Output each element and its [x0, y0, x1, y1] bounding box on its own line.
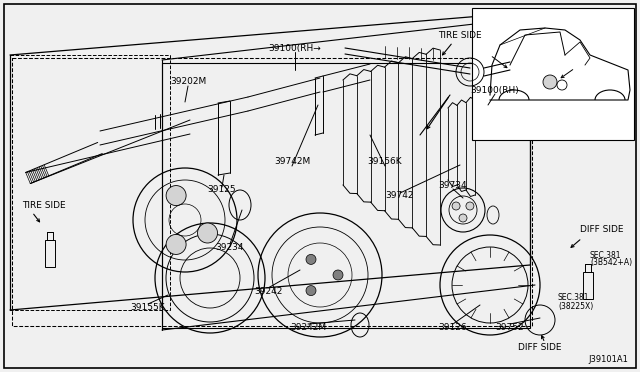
Circle shape [459, 214, 467, 222]
Text: SEC.381: SEC.381 [558, 294, 589, 302]
Circle shape [543, 75, 557, 89]
Text: 39742: 39742 [386, 192, 414, 201]
Text: (38225X): (38225X) [558, 301, 593, 311]
Text: (3B542+A): (3B542+A) [590, 259, 632, 267]
Text: 39752: 39752 [496, 324, 524, 333]
Circle shape [557, 80, 567, 90]
Text: DIFF SIDE: DIFF SIDE [580, 225, 623, 234]
Text: 39234: 39234 [216, 244, 244, 253]
Bar [10, 55, 170, 310]
Bar [12, 58, 532, 326]
Text: 39742M: 39742M [274, 157, 310, 167]
Bar [162, 63, 530, 328]
Text: J39101A1: J39101A1 [588, 356, 628, 365]
Text: 39202M: 39202M [170, 77, 206, 87]
Bar [472, 8, 634, 140]
Text: 39734: 39734 [438, 180, 467, 189]
Circle shape [333, 270, 343, 280]
Circle shape [198, 223, 218, 243]
Text: SEC.381: SEC.381 [590, 250, 621, 260]
Text: 39242: 39242 [254, 288, 282, 296]
Bar [586, 263, 591, 272]
Text: 39125: 39125 [208, 186, 236, 195]
Circle shape [166, 186, 186, 206]
Bar [583, 272, 593, 299]
Bar [45, 240, 55, 267]
Text: 39100(RH→: 39100(RH→ [269, 44, 321, 52]
Text: 39155K: 39155K [131, 304, 165, 312]
Circle shape [306, 286, 316, 296]
Circle shape [452, 202, 460, 210]
Text: TIRE SIDE: TIRE SIDE [438, 31, 482, 39]
Circle shape [166, 234, 186, 254]
Bar [47, 231, 52, 240]
Circle shape [306, 254, 316, 264]
Text: 39156K: 39156K [368, 157, 403, 167]
Text: 39242M: 39242M [290, 324, 326, 333]
Text: 39126: 39126 [438, 324, 467, 333]
Text: DIFF SIDE: DIFF SIDE [518, 343, 562, 353]
Text: TIRE SIDE: TIRE SIDE [22, 201, 66, 209]
Circle shape [466, 202, 474, 210]
Text: 39100(RH): 39100(RH) [470, 86, 520, 94]
